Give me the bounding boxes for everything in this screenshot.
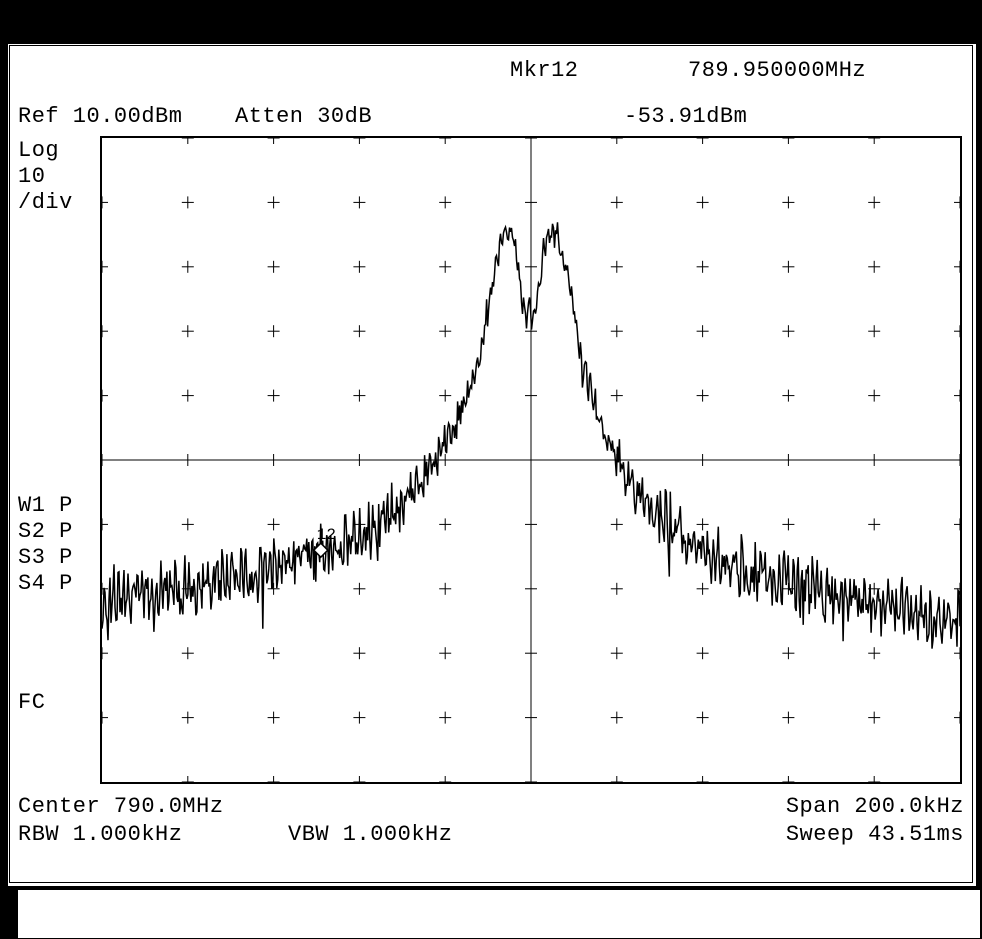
spectrum-plot: 12 (100, 136, 962, 784)
analyzer-screen: Mkr12 789.950000MHz Ref 10.00dBm Atten 3… (8, 44, 976, 886)
rbw-label: RBW 1.000kHz (18, 822, 182, 847)
vbw-label: VBW 1.000kHz (288, 822, 452, 847)
marker-amplitude-value: -53.91dBm (624, 104, 747, 129)
grid (102, 138, 960, 782)
bottom-blank-strip (17, 889, 981, 939)
content-frame: Mkr12 789.950000MHz Ref 10.00dBm Atten 3… (9, 45, 973, 883)
marker-freq-value: 789.950000MHz (688, 58, 866, 83)
trace-s3-label: S3 P (18, 545, 73, 570)
ref-level-label: Ref 10.00dBm (18, 104, 182, 129)
marker-number-label: 12 (317, 526, 336, 544)
spectrum-svg: 12 (102, 138, 960, 782)
attenuation-label: Atten 30dB (235, 104, 372, 129)
marker-id-label: Mkr12 (510, 58, 579, 83)
span-label: Span 200.0kHz (786, 794, 964, 819)
sweep-label: Sweep 43.51ms (786, 822, 964, 847)
fc-label: FC (18, 690, 45, 715)
log-scale-label: Log (18, 138, 59, 163)
trace-s4-label: S4 P (18, 571, 73, 596)
scale-unit-label: /div (18, 190, 73, 215)
scale-value-label: 10 (18, 164, 45, 189)
trace-s2-label: S2 P (18, 519, 73, 544)
trace-w1-label: W1 P (18, 493, 73, 518)
center-freq-label: Center 790.0MHz (18, 794, 224, 819)
